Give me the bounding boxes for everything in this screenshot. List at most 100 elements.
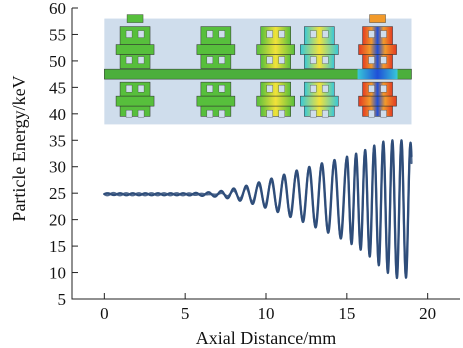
cavity <box>358 14 397 118</box>
cavity <box>115 14 155 118</box>
cavity-window <box>368 56 375 64</box>
cavity-top-rim <box>196 44 236 55</box>
cavity-window <box>125 84 133 93</box>
cavity-top-frame <box>362 26 393 45</box>
x-tick-label: 5 <box>181 304 190 323</box>
cavity-bottom-frame <box>200 105 232 117</box>
cavity-window <box>218 84 226 93</box>
cavity-upper-body <box>260 54 291 69</box>
cavity-upper-body <box>119 54 151 69</box>
cavity-window <box>322 109 329 118</box>
cavity-window <box>206 109 214 118</box>
y-tick-label: 60 <box>49 0 66 18</box>
cavity-window <box>266 109 273 118</box>
cavity-window <box>278 56 285 64</box>
y-tick-label: 15 <box>49 237 66 256</box>
cavity-window <box>218 56 226 64</box>
cavity-window <box>278 84 285 93</box>
cavity-window <box>310 30 317 38</box>
cavity-bottom-rim <box>256 95 295 107</box>
cavity-window <box>310 109 317 118</box>
cavity-window <box>206 30 214 38</box>
cavity <box>196 26 236 118</box>
cavity-lower-body <box>200 81 232 97</box>
y-tick-label: 10 <box>49 264 66 283</box>
cavity-window <box>266 30 273 38</box>
y-tick-label: 30 <box>49 158 66 177</box>
x-tick-label: 15 <box>338 304 355 323</box>
cavity-lower-body <box>362 81 393 97</box>
y-tick-label: 40 <box>49 105 66 124</box>
cavity-top-frame <box>200 26 232 45</box>
cavity-window <box>206 84 214 93</box>
cavity-stem <box>126 14 144 23</box>
x-axis-title: Axial Distance/mm <box>196 328 336 348</box>
cavity-window <box>380 56 387 64</box>
cavity-window <box>278 30 285 38</box>
cavity-top-frame <box>304 26 335 45</box>
cavity-bottom-frame <box>362 105 393 117</box>
y-tick-label: 35 <box>49 131 66 150</box>
cavity-stem <box>369 14 386 23</box>
cavity-lower-body <box>304 81 335 97</box>
cavity-window <box>218 30 226 38</box>
cavity-window <box>322 84 329 93</box>
particle-energy-trace-band <box>103 141 413 278</box>
cavity-window <box>125 56 133 64</box>
cavity-top-rim <box>358 44 397 55</box>
cavity-window <box>137 56 145 64</box>
cavity-window <box>206 56 214 64</box>
cavity-top-rim <box>256 44 295 55</box>
y-tick-label: 55 <box>49 25 66 44</box>
cavity-window <box>322 56 329 64</box>
y-tick-label: 45 <box>49 78 66 97</box>
cavity-bottom-frame <box>119 105 151 117</box>
x-ticks: 0 5 10 15 20 <box>100 293 436 323</box>
y-tick-label: 50 <box>49 52 66 71</box>
cavity-window <box>278 109 285 118</box>
cavity-bottom-frame <box>260 105 291 117</box>
cavity-window <box>266 84 273 93</box>
cavity-window <box>368 84 375 93</box>
beam-pipe <box>104 68 412 80</box>
x-tick-label: 10 <box>258 304 275 323</box>
cavity-window <box>266 56 273 64</box>
cavity-window <box>380 30 387 38</box>
cavity-window <box>137 30 145 38</box>
cavity-bottom-frame <box>304 105 335 117</box>
cavity <box>300 26 339 118</box>
cavity-lower-body <box>119 81 151 97</box>
cavity-window <box>368 109 375 118</box>
cavity-window <box>310 84 317 93</box>
cavity-window <box>310 56 317 64</box>
cavity-field-inset <box>104 14 412 125</box>
cavity-top-frame <box>119 26 151 45</box>
y-tick-label: 25 <box>49 184 66 203</box>
cavity-window <box>380 109 387 118</box>
cavity-window <box>137 84 145 93</box>
cavity-upper-body <box>200 54 232 69</box>
cavity-bottom-rim <box>300 95 339 107</box>
cavity-window <box>125 109 133 118</box>
cavity <box>256 26 295 118</box>
x-tick-label: 0 <box>100 304 109 323</box>
y-tick-label: 5 <box>58 290 67 309</box>
cavity-window <box>380 84 387 93</box>
y-tick-label: 20 <box>49 211 66 230</box>
x-tick-label: 20 <box>419 304 436 323</box>
cavity-bottom-rim <box>196 95 236 107</box>
cavity-window <box>125 30 133 38</box>
cavity-window <box>218 109 226 118</box>
cavity-window <box>137 109 145 118</box>
cavity-top-frame <box>260 26 291 45</box>
y-ticks: 5 10 15 20 25 30 35 40 45 50 55 60 <box>49 0 78 309</box>
traces <box>103 139 413 280</box>
y-axis-title: Particle Energy/keV <box>9 75 29 221</box>
cavity-window <box>368 30 375 38</box>
cavity-upper-body <box>362 54 393 69</box>
cavity-bottom-rim <box>115 95 155 107</box>
beam-pipe-hotspot <box>357 69 398 80</box>
cavity-lower-body <box>260 81 291 97</box>
cavity-upper-body <box>304 54 335 69</box>
